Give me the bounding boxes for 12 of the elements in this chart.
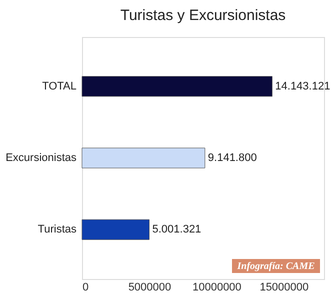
data-label: 5.001.321 (152, 224, 202, 236)
x-tick-label: 15000000 (260, 282, 309, 294)
y-tick-label: TOTAL (42, 80, 76, 92)
x-tick-label: 10000000 (192, 282, 242, 294)
data-label: 14.143.121 (275, 80, 330, 92)
y-tick-label: Excursionistas (6, 152, 77, 164)
chart-title: Turistas y Excursionistas (120, 7, 286, 24)
annotation: Infografía: CAME (236, 261, 316, 272)
x-tick-label: 0 (82, 282, 89, 294)
data-label: 9.141.800 (208, 152, 257, 164)
x-tick-label: 5000000 (128, 282, 172, 294)
y-tick-label: Turistas (38, 224, 77, 236)
